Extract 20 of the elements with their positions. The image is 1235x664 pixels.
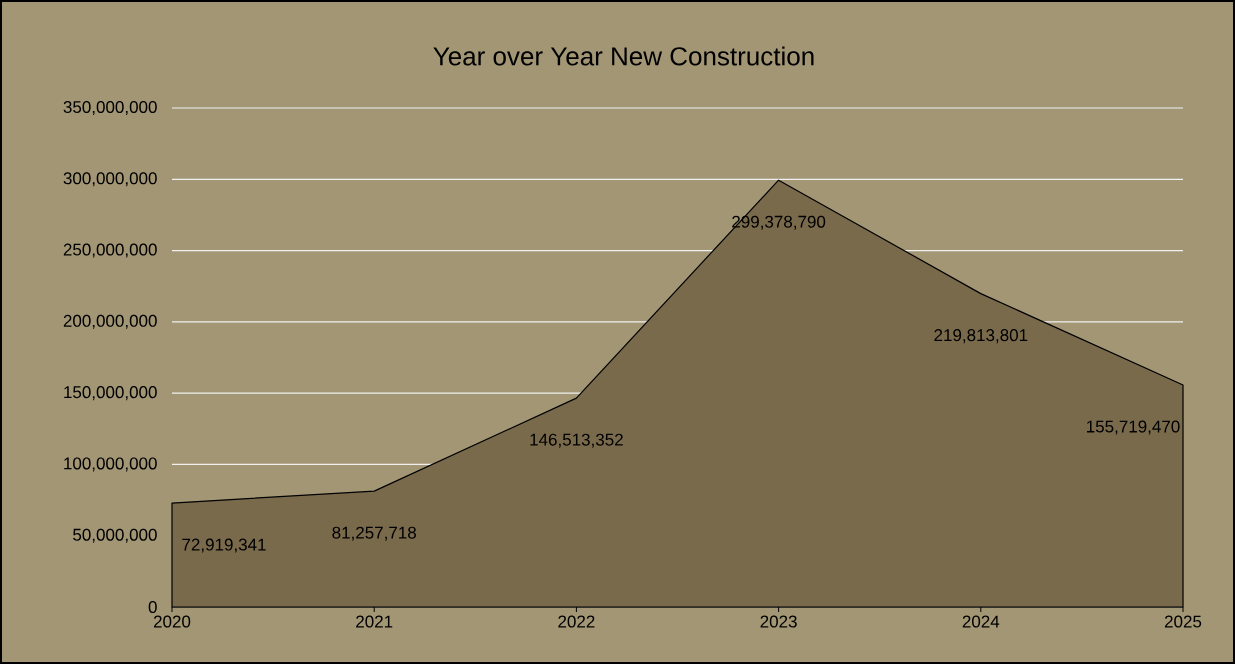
data-label: 219,813,801 — [934, 329, 1028, 344]
data-label: 72,919,341 — [182, 538, 266, 553]
y-tick-label: 50,000,000 — [73, 528, 157, 543]
data-label: 146,513,352 — [530, 433, 623, 448]
y-tick-label: 250,000,000 — [63, 243, 157, 258]
y-tick-label: 200,000,000 — [63, 314, 157, 329]
chart-title: Year over Year New Construction — [433, 46, 814, 66]
y-tick-label: 0 — [148, 600, 157, 614]
data-label: 155,719,470 — [1087, 420, 1180, 435]
x-tick-label: 2022 — [558, 615, 595, 628]
data-label: 81,257,718 — [332, 526, 416, 541]
y-tick-label: 100,000,000 — [64, 457, 157, 472]
x-tick-label: 2025 — [1164, 615, 1202, 628]
x-tick-label: 2020 — [153, 615, 191, 628]
x-tick-label: 2024 — [962, 615, 1000, 628]
y-tick-label: 150,000,000 — [64, 386, 157, 401]
x-tick-label: 2021 — [356, 615, 393, 628]
y-tick-label: 300,000,000 — [63, 172, 157, 187]
x-tick-label: 2023 — [760, 615, 797, 628]
y-tick-label: 350,000,000 — [63, 100, 157, 116]
